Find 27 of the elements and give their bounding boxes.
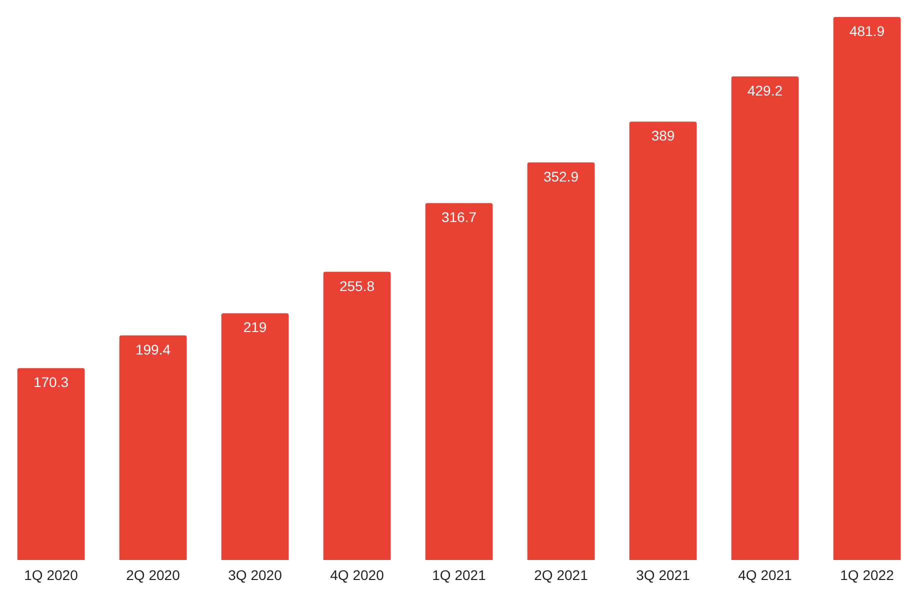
bar <box>323 272 391 560</box>
bar <box>119 335 187 560</box>
data-label: 481.9 <box>849 23 885 39</box>
data-label: 219 <box>243 319 267 336</box>
data-label: 352.9 <box>543 168 579 184</box>
data-label: 316.7 <box>441 209 477 226</box>
bar <box>17 368 85 560</box>
data-label: 199.4 <box>135 341 171 358</box>
data-label: 255.8 <box>339 278 375 294</box>
x-tick-label: 1Q 2022 <box>840 567 894 583</box>
data-label: 429.2 <box>747 82 783 98</box>
x-tick-label: 1Q 2021 <box>432 567 486 583</box>
data-label: 170.3 <box>33 374 69 390</box>
data-label: 389 <box>651 128 675 144</box>
bar <box>425 203 493 560</box>
x-tick-label: 2Q 2021 <box>534 567 588 583</box>
x-tick-label: 1Q 2020 <box>24 567 78 583</box>
x-tick-label: 4Q 2021 <box>738 567 792 583</box>
bar <box>833 17 901 560</box>
bar <box>629 122 697 560</box>
x-tick-label: 3Q 2020 <box>228 567 282 583</box>
bar <box>221 313 289 560</box>
x-tick-label: 4Q 2020 <box>330 567 384 583</box>
bar <box>731 76 799 560</box>
bar <box>527 162 595 560</box>
x-tick-label: 3Q 2021 <box>636 567 690 583</box>
x-tick-label: 2Q 2020 <box>126 567 180 583</box>
